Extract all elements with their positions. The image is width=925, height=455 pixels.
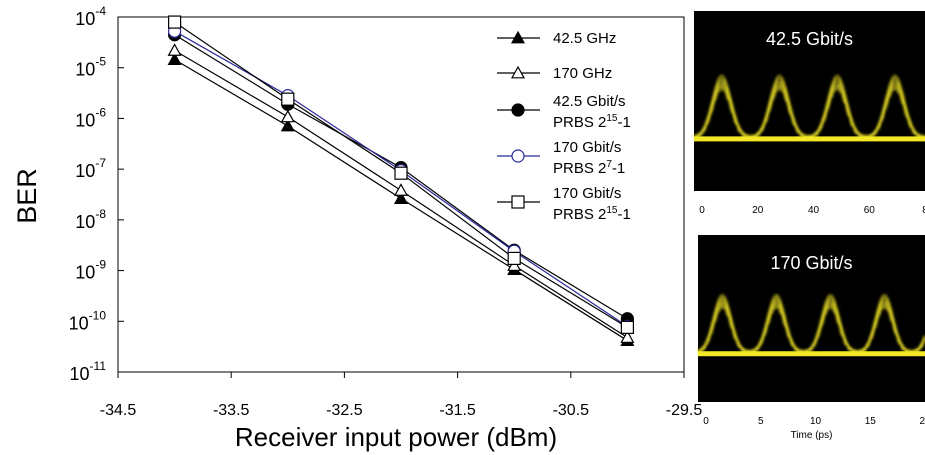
eye-tick-label: 40 [808, 205, 820, 216]
legend-entry: 170 Gbit/s PRBS 215-1 [497, 185, 631, 223]
legend-label: 170 Gbit/s [553, 139, 621, 156]
legend-label: PRBS 27-1 [553, 159, 625, 177]
legend-marker [510, 65, 526, 79]
series-layer [167, 15, 635, 346]
x-tick-label: -32.5 [326, 402, 363, 419]
y-tick-label: 10-9 [75, 258, 106, 283]
legend-label: 42.5 GHz [553, 30, 616, 47]
legend-entry: 42.5 GHz [497, 30, 616, 47]
eye-traces [697, 293, 925, 356]
legend-marker [511, 149, 525, 163]
eye-title: 170 Gbit/s [770, 253, 852, 273]
eye-tick-label: 60 [864, 205, 876, 216]
legend-marker [511, 195, 525, 209]
series-4 [168, 15, 635, 334]
eye-diagram-42g: 42.5 Gbit/s 0 20 40 60 8 [693, 11, 925, 216]
legend-label: PRBS 215-1 [553, 113, 631, 131]
legend-label: 42.5 Gbit/s [553, 93, 626, 110]
legend-entry: 170 Gbit/s PRBS 27-1 [497, 139, 625, 177]
y-tick-label: 10-11 [70, 359, 107, 384]
data-point [280, 118, 295, 132]
eye-tick-label: 0 [699, 205, 705, 216]
x-tick-label: -31.5 [439, 402, 476, 419]
eye-baseline [698, 351, 925, 357]
x-tick-label: -30.5 [553, 402, 590, 419]
legend-label: PRBS 215-1 [553, 205, 631, 223]
data-point [620, 330, 635, 343]
data-point [507, 251, 521, 265]
y-tick-label: 10-10 [69, 308, 107, 333]
data-point [167, 43, 182, 56]
data-point [620, 320, 635, 334]
eye-tick-label: 8 [922, 205, 925, 216]
y-axis-label: BER [12, 168, 42, 224]
eye-tick-label: 20 [752, 205, 764, 216]
eye-title: 42.5 Gbit/s [766, 29, 853, 49]
eye-baseline [694, 136, 925, 142]
series-0 [167, 52, 635, 346]
eye-tick-label: 0 [703, 416, 709, 427]
eye-diagram-170g: 170 Gbit/s 0 5 10 15 20 Time (ps) [697, 235, 925, 441]
data-point [393, 191, 409, 204]
data-point [394, 166, 408, 180]
eye-tick-label: 15 [865, 416, 877, 427]
legend-marker [510, 30, 526, 44]
legend-label: 170 Gbit/s [553, 185, 621, 202]
x-axis-label: Receiver input power (dBm) [235, 422, 557, 452]
data-point [281, 92, 295, 106]
y-tick-label: 10-6 [75, 105, 106, 130]
y-tick-label: 10-5 [75, 55, 106, 80]
data-point [280, 109, 295, 123]
eye-tick-label: 10 [810, 416, 822, 427]
x-axis-ticks: -34.5 -33.5 -32.5 -31.5 -30.5 -29.5 [100, 372, 703, 419]
y-tick-label: 10-8 [75, 207, 106, 232]
data-point [168, 15, 182, 29]
eye-trace [698, 303, 925, 356]
eye-axis-label: Time (ps) [791, 430, 833, 441]
eye-background [698, 235, 925, 402]
data-point [393, 183, 409, 196]
data-point [167, 52, 182, 66]
y-tick-label: 10-7 [75, 156, 106, 181]
y-tick-label: 10-4 [75, 4, 106, 29]
legend-entry: 42.5 Gbit/s PRBS 215-1 [497, 93, 631, 131]
y-axis-ticks: 10-4 10-5 10-6 10-7 10-8 10-9 10-10 10-11 [69, 4, 124, 384]
x-tick-label: -29.5 [666, 402, 703, 419]
eye-tick-label: 5 [758, 416, 764, 427]
legend-marker [511, 103, 525, 117]
ber-chart: 10-4 10-5 10-6 10-7 10-8 10-9 10-10 10-11 -34.5… [12, 4, 702, 452]
eye-tick-label: 20 [919, 416, 925, 427]
legend-entry: 170 GHz [497, 65, 612, 82]
x-tick-label: -33.5 [213, 402, 250, 419]
x-tick-label: -34.5 [100, 402, 137, 419]
legend-label: 170 GHz [553, 65, 612, 82]
